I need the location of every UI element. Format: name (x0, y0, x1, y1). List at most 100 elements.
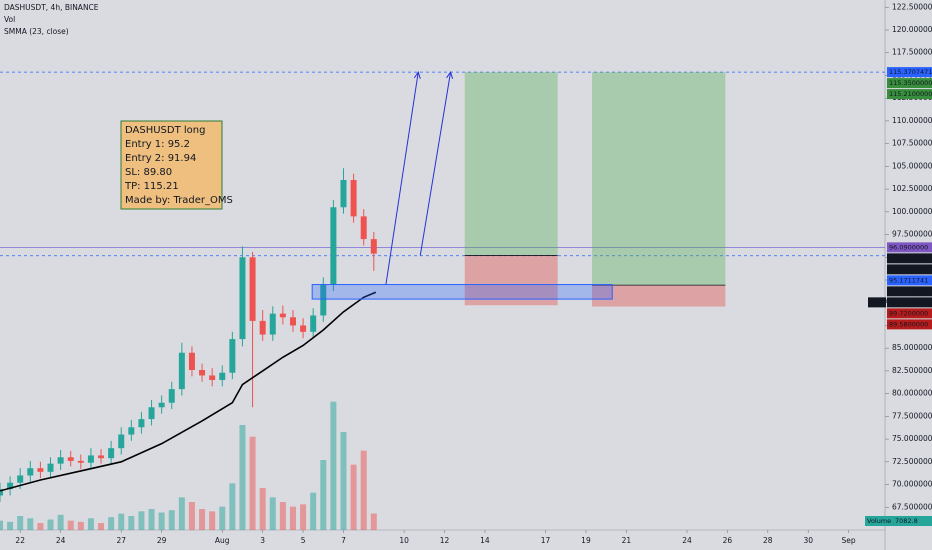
x-tick-label: 30 (803, 536, 813, 545)
volume-bar (269, 497, 276, 530)
candle-body (148, 407, 155, 420)
note-line: TP: 115.21 (124, 181, 179, 192)
y-tick-label: 117.5000000 (892, 48, 932, 57)
volume-bar (138, 511, 145, 530)
volume-bar (360, 450, 367, 530)
price-tag-label: 115.3500000 (889, 79, 932, 87)
volume-bar (279, 502, 286, 530)
volume-tag-name: Volume (867, 517, 891, 525)
volume-bar (168, 510, 175, 530)
volume-bar (178, 497, 185, 530)
x-tick-label: 12 (440, 536, 450, 545)
support-zone (311, 284, 613, 300)
volume-bar (47, 519, 54, 530)
volume-bar (310, 492, 317, 530)
candle-body (67, 457, 74, 461)
countdown-tag (887, 253, 932, 264)
volume-bar (188, 502, 195, 530)
price-tag (887, 275, 932, 286)
volume-bar (87, 518, 94, 530)
candle-body (279, 313, 286, 318)
countdown: 01:55:15 (897, 254, 926, 262)
price-tag (887, 89, 932, 100)
candle-body (57, 457, 64, 464)
y-tick-label: 67.5000000 (892, 502, 932, 511)
arrow (419, 72, 452, 256)
candle-body (77, 460, 84, 463)
price-tag (887, 286, 932, 297)
candle-body (310, 315, 317, 332)
indicator-label: Vol (4, 15, 15, 24)
x-tick-label: 22 (15, 536, 25, 545)
candle-body (259, 320, 266, 335)
candle-body (229, 339, 236, 373)
volume-bar (128, 516, 135, 530)
volume-bar (7, 521, 14, 530)
note-line: Entry 2: 91.94 (125, 153, 196, 164)
volume-bar (249, 436, 256, 530)
stop-loss-zone (592, 285, 726, 307)
volume-bar (98, 523, 105, 530)
x-tick-label: 24 (56, 536, 66, 545)
volume-bar (340, 432, 347, 530)
y-tick-label: 80.0000000 (892, 389, 932, 398)
y-tick-label: 72.5000000 (892, 457, 932, 466)
arrow-head (413, 70, 421, 79)
x-tick-label: 14 (480, 536, 490, 545)
volume-bar (229, 483, 236, 530)
candle-body (209, 375, 216, 380)
candle-body (188, 352, 195, 370)
y-tick-label: 82.5000000 (892, 366, 932, 375)
volume-bar (77, 521, 84, 530)
candle-body (360, 216, 367, 240)
volume-tag (865, 516, 932, 526)
candle-body (7, 482, 14, 490)
candle-body (27, 468, 34, 476)
arrow-head (446, 70, 454, 79)
note-line: DASHUSDT long (125, 125, 205, 136)
volume-bar (57, 514, 64, 530)
price-tag-label: 96.0900000 (889, 243, 928, 251)
price-tag (887, 308, 932, 319)
candle-body (370, 239, 377, 254)
y-tick-label: 105.0000000 (892, 161, 932, 170)
x-tick-label: 24 (682, 536, 692, 545)
note-box (120, 120, 223, 210)
candle-body (219, 372, 226, 380)
candle-body (300, 325, 307, 332)
volume-bar (320, 460, 327, 530)
y-tick-label: 107.5000000 (892, 139, 932, 148)
volume-bar (67, 520, 74, 530)
y-tick-label: 77.5000000 (892, 411, 932, 420)
chart-title: DASHUSDT, 4h, BINANCE (4, 3, 99, 12)
volume-bar (330, 401, 337, 530)
volume-bar (158, 512, 165, 530)
volume-bar (219, 506, 226, 530)
volume-bar (118, 513, 125, 530)
volume-bar (239, 425, 246, 530)
y-tick-label: 100.0000000 (892, 207, 932, 216)
volume-bar (108, 517, 115, 530)
candle-body (269, 313, 276, 335)
candle-body (138, 419, 145, 428)
candle-body (128, 427, 135, 435)
price-tag-label: 91.1539316 (889, 298, 928, 306)
candle-body (37, 468, 44, 472)
candle-body (98, 455, 105, 459)
candle-body (320, 284, 327, 316)
x-tick-label: Aug (215, 536, 230, 545)
candle-body (340, 180, 347, 208)
volume-bar (370, 513, 377, 530)
volume-bar (37, 523, 44, 530)
volume-bar (259, 488, 266, 530)
volume-bar (148, 509, 155, 530)
price-tag (887, 297, 932, 308)
price-tag-label: 115.3707471 (889, 68, 932, 76)
x-tick-label: Sep (842, 536, 856, 545)
volume-tag-value: 7082.8 (895, 517, 918, 525)
candle-body (17, 475, 24, 483)
candle-body (118, 434, 125, 449)
price-tag-label: 91.9400000 (889, 287, 928, 295)
price-tag (887, 78, 932, 89)
